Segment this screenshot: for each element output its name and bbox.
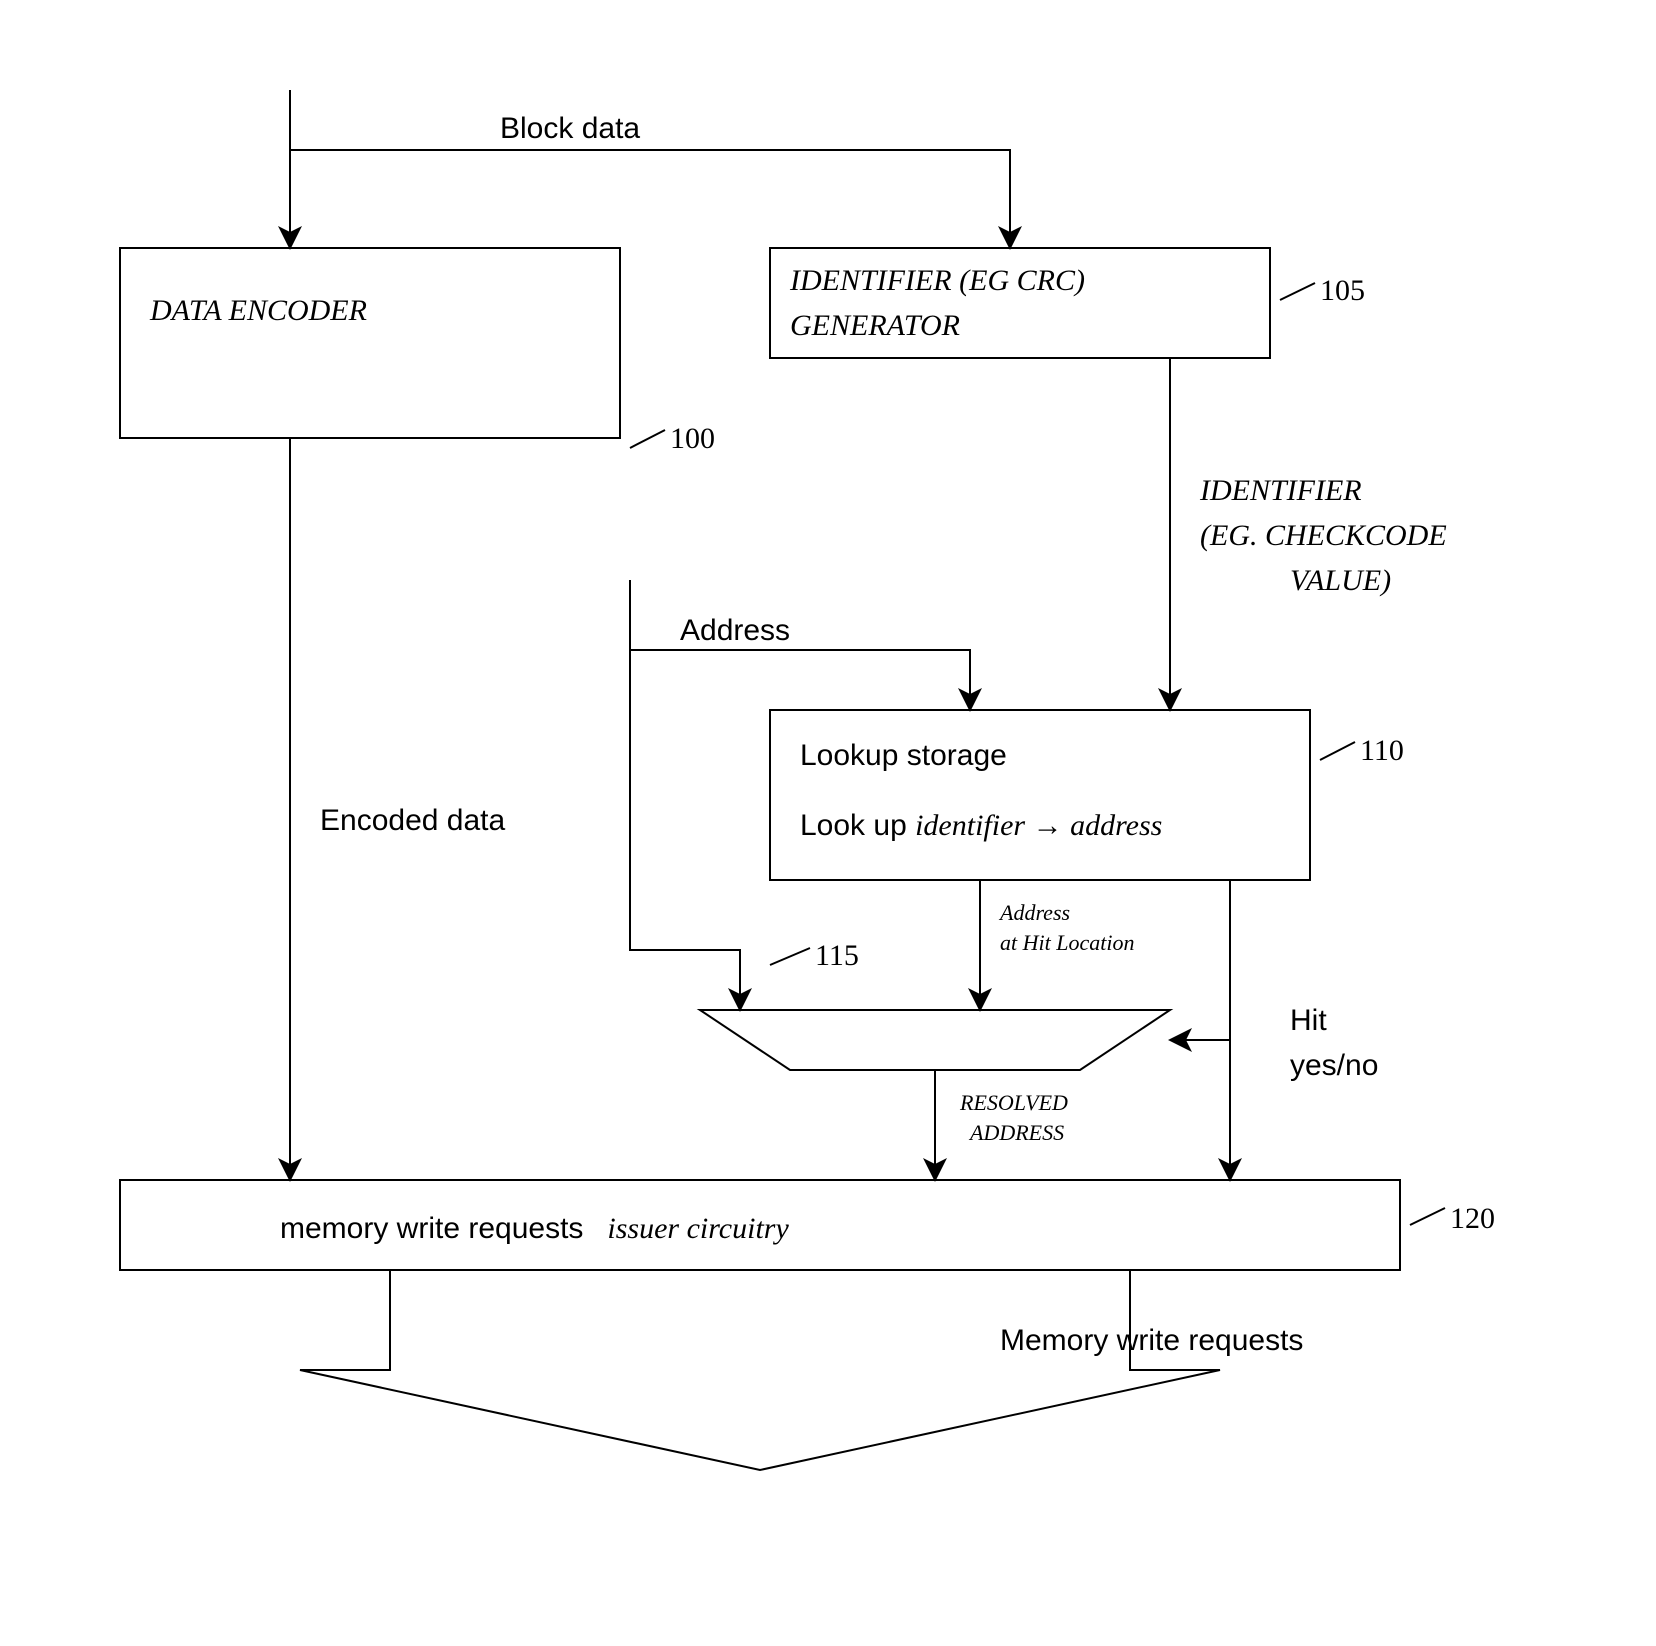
ref-110: 110 bbox=[1360, 734, 1404, 767]
text-eg-checkcode: (EG. CHECKCODE bbox=[1200, 519, 1447, 552]
text-resolved-address: ADDRESS bbox=[968, 1120, 1064, 1145]
edge-input-to-idgen bbox=[290, 150, 1010, 248]
text-resolved: RESOLVED bbox=[959, 1090, 1068, 1115]
ref-100: 100 bbox=[670, 422, 715, 455]
label-address: Address bbox=[680, 614, 790, 647]
label-encoded-data: Encoded data bbox=[320, 804, 505, 837]
node-data-encoder bbox=[120, 248, 620, 438]
text-addr-hit-2: at Hit Location bbox=[1000, 930, 1134, 955]
label-yesno: yes/no bbox=[1290, 1049, 1378, 1082]
ref-115: 115 bbox=[815, 939, 859, 972]
node-output-wide-arrow bbox=[300, 1270, 1220, 1470]
ref-120: 120 bbox=[1450, 1202, 1495, 1235]
tick-105 bbox=[1280, 283, 1315, 300]
text-lookup-storage: Lookup storage bbox=[800, 739, 1007, 772]
text-value: VALUE) bbox=[1290, 564, 1391, 597]
text-idgen-line1: IDENTIFIER (EG CRC) bbox=[789, 264, 1085, 297]
edge-address-to-mux bbox=[630, 650, 740, 1010]
text-lookup-identifier-address: Look up identifier → address bbox=[800, 809, 1162, 842]
tick-115 bbox=[770, 948, 810, 965]
tick-100 bbox=[630, 430, 665, 448]
label-block-data: Block data bbox=[500, 112, 640, 145]
tick-120 bbox=[1410, 1208, 1445, 1225]
text-issuer: memory write requests issuer circuitry bbox=[280, 1212, 789, 1245]
text-addr-hit-1: Address bbox=[998, 900, 1070, 925]
label-hit: Hit bbox=[1290, 1004, 1327, 1037]
text-idgen-line2: GENERATOR bbox=[790, 309, 960, 342]
diagram-canvas: Block data DATA ENCODER 100 IDENTIFIER (… bbox=[0, 0, 1656, 1646]
edge-hit-to-mux-sel bbox=[1170, 880, 1230, 1040]
text-data-encoder: DATA ENCODER bbox=[149, 294, 367, 327]
node-lookup-storage bbox=[770, 710, 1310, 880]
ref-105: 105 bbox=[1320, 274, 1365, 307]
text-identifier: IDENTIFIER bbox=[1199, 474, 1362, 507]
label-memory-write-requests-out: Memory write requests bbox=[1000, 1324, 1303, 1357]
node-mux bbox=[700, 1010, 1170, 1070]
tick-110 bbox=[1320, 742, 1355, 760]
